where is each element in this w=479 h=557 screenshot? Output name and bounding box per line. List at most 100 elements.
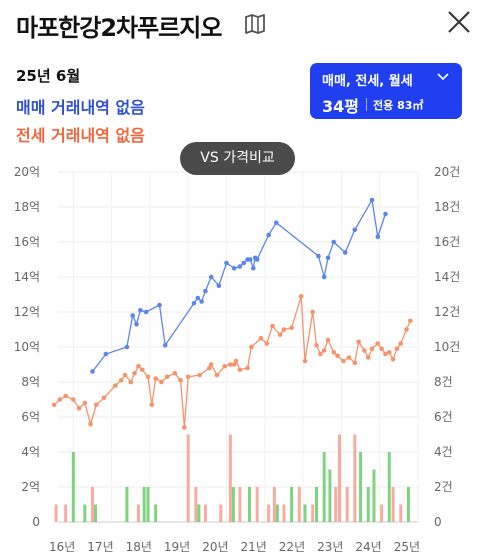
rent-price-point[interactable] [335, 353, 340, 359]
rent-price-point[interactable] [185, 374, 191, 380]
sale-price-point[interactable] [325, 255, 331, 261]
rent-price-point[interactable] [325, 337, 331, 343]
rent-price-point[interactable] [206, 365, 212, 371]
rent-price-point[interactable] [365, 355, 371, 360]
rent-price-point[interactable] [362, 348, 367, 353]
rent-price-point[interactable] [341, 358, 346, 364]
sale-price-point[interactable] [231, 265, 237, 271]
rent-price-point[interactable] [369, 346, 375, 352]
rent-price-point[interactable] [379, 346, 384, 352]
rent-price-point[interactable] [352, 360, 358, 366]
rent-price-point[interactable] [93, 402, 99, 408]
rent-price-point[interactable] [118, 377, 124, 383]
sale-price-point[interactable] [251, 265, 256, 271]
sale-price-point[interactable] [254, 257, 260, 262]
sale-price-point[interactable] [369, 197, 375, 203]
close-icon[interactable] [445, 8, 473, 36]
rent-price-point[interactable] [289, 325, 294, 331]
rent-price-point[interactable] [208, 362, 214, 367]
sale-price-point[interactable] [103, 351, 109, 357]
rent-price-point[interactable] [128, 379, 134, 385]
rent-price-point[interactable] [346, 355, 352, 360]
sale-price-point[interactable] [157, 302, 162, 308]
sale-price-point[interactable] [138, 307, 143, 313]
rent-price-point[interactable] [122, 372, 128, 378]
rent-price-point[interactable] [228, 362, 233, 367]
rent-price-point[interactable] [101, 395, 107, 401]
rent-price-point[interactable] [153, 376, 158, 381]
rent-price-point[interactable] [321, 348, 327, 353]
rent-price-point[interactable] [264, 341, 270, 346]
sale-price-point[interactable] [266, 232, 271, 238]
rent-price-point[interactable] [51, 402, 57, 408]
rent-price-point[interactable] [136, 363, 141, 369]
rent-price-point[interactable] [231, 362, 237, 367]
sale-price-point[interactable] [383, 211, 388, 217]
sale-price-point[interactable] [316, 253, 321, 259]
sale-price-point[interactable] [124, 344, 130, 350]
rent-price-point[interactable] [139, 367, 145, 373]
rent-price-point[interactable] [383, 351, 388, 357]
sale-price-point[interactable] [208, 274, 214, 280]
rent-price-point[interactable] [331, 349, 337, 355]
rent-price-point[interactable] [82, 400, 88, 406]
rent-price-point[interactable] [281, 327, 287, 332]
rent-price-point[interactable] [298, 293, 304, 299]
sale-price-point[interactable] [134, 321, 139, 327]
rent-price-point[interactable] [113, 383, 118, 388]
rent-price-point[interactable] [63, 393, 68, 399]
rent-price-point[interactable] [302, 358, 308, 364]
sale-price-point[interactable] [237, 264, 243, 269]
rent-price-point[interactable] [375, 341, 381, 346]
sale-price-point[interactable] [90, 369, 95, 374]
rent-price-point[interactable] [182, 425, 187, 430]
rent-price-point[interactable] [214, 372, 220, 378]
sale-price-point[interactable] [342, 250, 348, 255]
sale-price-point[interactable] [191, 300, 197, 306]
rent-price-point[interactable] [57, 397, 63, 402]
rent-price-point[interactable] [159, 379, 164, 385]
rent-price-point[interactable] [404, 327, 409, 332]
sale-price-point[interactable] [203, 288, 208, 294]
sale-price-point[interactable] [195, 295, 201, 301]
sale-price-point[interactable] [247, 257, 253, 262]
rent-price-point[interactable] [398, 341, 404, 346]
sale-price-point[interactable] [241, 260, 247, 266]
sale-price-point[interactable] [162, 342, 168, 348]
rent-price-point[interactable] [222, 363, 227, 369]
rent-price-point[interactable] [318, 351, 323, 357]
rent-price-point[interactable] [390, 356, 396, 362]
rent-price-point[interactable] [71, 397, 76, 402]
vs-compare-button[interactable]: VS 가격비교 [180, 142, 295, 175]
rent-price-point[interactable] [149, 402, 155, 408]
rent-price-point[interactable] [245, 365, 250, 371]
rent-price-point[interactable] [145, 374, 151, 380]
rent-price-point[interactable] [172, 370, 178, 376]
rent-price-point[interactable] [270, 323, 275, 329]
rent-price-point[interactable] [88, 421, 93, 427]
map-icon[interactable] [244, 14, 266, 34]
rent-price-point[interactable] [249, 344, 254, 350]
rent-price-point[interactable] [237, 367, 243, 373]
rent-price-point[interactable] [386, 349, 392, 355]
sale-price-point[interactable] [375, 234, 381, 240]
sale-price-point[interactable] [321, 274, 327, 280]
rent-price-point[interactable] [197, 372, 203, 378]
rent-price-point[interactable] [394, 346, 400, 352]
rent-price-point[interactable] [356, 339, 361, 345]
rent-price-point[interactable] [277, 332, 283, 338]
rent-price-point[interactable] [178, 377, 183, 383]
rent-price-point[interactable] [132, 370, 137, 376]
rent-price-point[interactable] [76, 405, 82, 411]
sale-price-point[interactable] [130, 313, 135, 318]
sale-price-point[interactable] [143, 309, 149, 315]
rent-price-point[interactable] [164, 374, 170, 380]
sale-price-point[interactable] [199, 299, 204, 304]
sale-price-point[interactable] [331, 239, 337, 245]
sale-price-point[interactable] [216, 283, 222, 289]
sale-price-point[interactable] [352, 227, 358, 233]
rent-price-point[interactable] [310, 309, 315, 315]
rent-price-point[interactable] [258, 335, 264, 341]
rent-price-point[interactable] [408, 318, 413, 324]
rent-price-point[interactable] [314, 342, 319, 348]
